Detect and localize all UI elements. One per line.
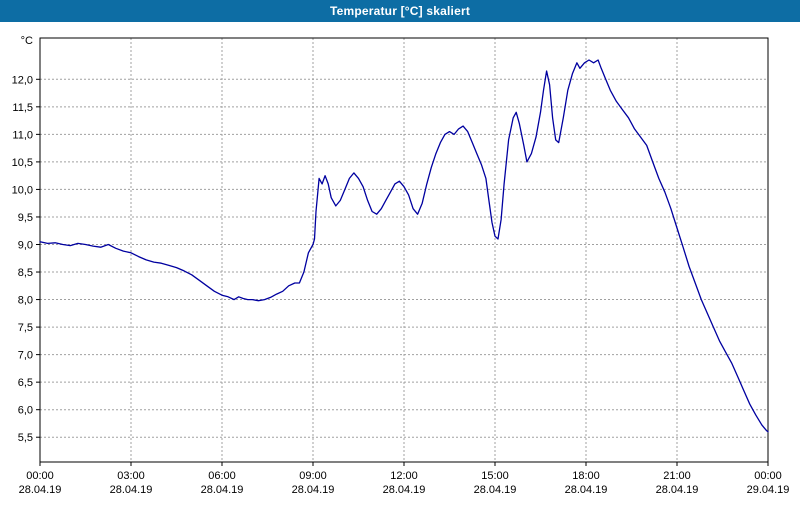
y-tick-label: 7,0 xyxy=(18,350,33,362)
x-tick-date: 28.04.19 xyxy=(19,484,62,496)
y-tick-label: 10,0 xyxy=(12,184,33,196)
x-tick-time: 15:00 xyxy=(481,470,509,482)
plot-border xyxy=(39,37,769,463)
x-tick-time: 00:00 xyxy=(26,470,54,482)
x-tick-date: 28.04.19 xyxy=(565,484,608,496)
y-tick-label: 8,5 xyxy=(18,267,33,279)
x-tick-time: 00:00 xyxy=(754,470,782,482)
chart-title: Temperatur [°C] skaliert xyxy=(329,4,471,18)
x-tick-date: 29.04.19 xyxy=(747,484,790,496)
y-tick-label: 11,0 xyxy=(12,129,33,141)
x-tick-date: 28.04.19 xyxy=(201,484,244,496)
x-tick-date: 28.04.19 xyxy=(110,484,153,496)
y-tick-label: 6,5 xyxy=(18,377,33,389)
chart-title-bar: Temperatur [°C] skaliert xyxy=(0,0,800,22)
y-tick-label: 9,5 xyxy=(18,212,33,224)
chart-svg: 00:00 28.04.19 03:00 28.04.19 06:00 28.04.19 0… xyxy=(12,35,790,496)
x-tick-date: 28.04.19 xyxy=(474,484,517,496)
y-tick-label: 6,0 xyxy=(18,405,33,417)
x-tick-time: 12:00 xyxy=(390,470,418,482)
x-tick-date: 28.04.19 xyxy=(383,484,426,496)
y-tick-label: 5,5 xyxy=(18,432,33,444)
chart-area: 00:00 28.04.19 03:00 28.04.19 06:00 28.04.19 0… xyxy=(0,22,800,500)
x-tick-time: 03:00 xyxy=(117,470,145,482)
x-tick-time: 21:00 xyxy=(663,470,691,482)
y-tick-label: 8,0 xyxy=(18,295,33,307)
y-tick-label: 9,0 xyxy=(18,239,33,251)
x-tick-date: 28.04.19 xyxy=(656,484,699,496)
x-tick-time: 09:00 xyxy=(299,470,327,482)
y-tick-label: 7,5 xyxy=(18,322,33,334)
y-tick-label: 12,0 xyxy=(12,74,33,86)
y-axis-unit: °C xyxy=(21,35,33,47)
y-tick-label: 11,5 xyxy=(12,102,33,114)
temperature-line xyxy=(39,59,769,433)
y-tick-label: 10,5 xyxy=(12,157,33,169)
x-tick-date: 28.04.19 xyxy=(292,484,335,496)
x-tick-time: 06:00 xyxy=(208,470,236,482)
x-tick-time: 18:00 xyxy=(572,470,600,482)
